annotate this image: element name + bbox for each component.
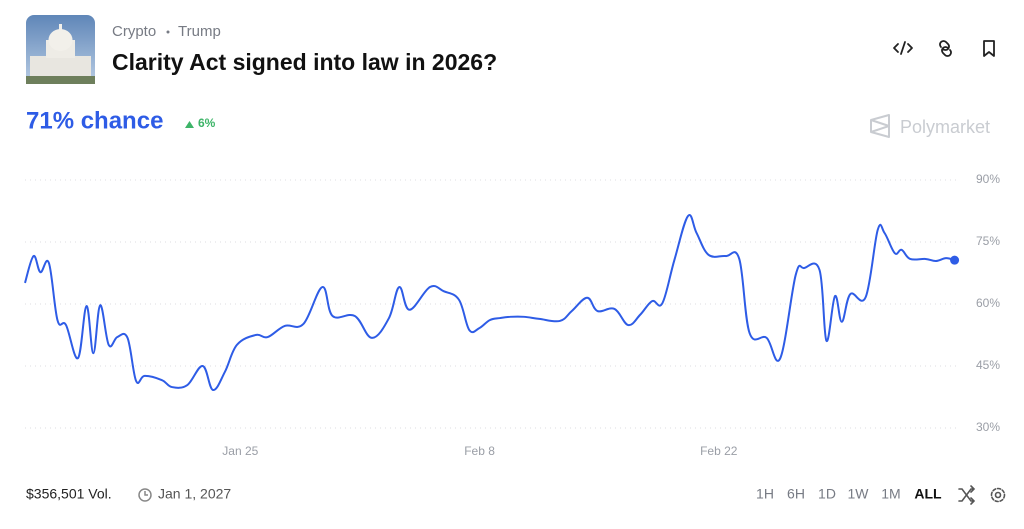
separator	[166, 30, 170, 34]
y-tick-label: 45%	[976, 358, 1000, 372]
timeframes: 1H 6H 1D 1W 1M ALL	[756, 486, 942, 502]
copy-link-button[interactable]	[939, 40, 952, 57]
x-tick-label: Feb 8	[464, 444, 495, 458]
settings-button[interactable]	[990, 487, 1006, 503]
price-line	[24, 213, 955, 391]
timeframe-button[interactable]: ALL	[914, 486, 942, 502]
clock-icon	[138, 488, 152, 502]
x-tick-label: Feb 22	[700, 444, 738, 458]
chance: 71% chance	[26, 107, 163, 134]
y-tick-label: 60%	[976, 296, 1000, 310]
tag: Trump	[178, 23, 221, 40]
brand: Polymarket	[900, 117, 990, 137]
timeframe-button[interactable]: 6H	[787, 486, 805, 502]
timeframe-button[interactable]: 1M	[881, 486, 900, 502]
market-title: Clarity Act signed into law in 2026?	[112, 49, 497, 75]
chart: 30% 45% 60% 75% 90% Jan 25 Feb 8 Feb 22	[24, 172, 1000, 458]
tag: Crypto	[112, 23, 156, 40]
y-tick-label: 30%	[976, 420, 1000, 434]
embed-button[interactable]	[893, 41, 913, 55]
change: 6%	[198, 116, 216, 130]
bookmark-button[interactable]	[983, 40, 995, 57]
market-image	[26, 15, 95, 84]
y-tick-label: 90%	[976, 172, 1000, 186]
shuffle-button[interactable]	[958, 485, 976, 505]
up-arrow	[185, 121, 194, 128]
y-tick-label: 75%	[976, 234, 1000, 248]
end-date: Jan 1, 2027	[158, 486, 231, 502]
brand-logo	[870, 114, 890, 138]
timeframe-button[interactable]: 1D	[818, 486, 836, 502]
x-tick-label: Jan 25	[222, 444, 258, 458]
timeframe-button[interactable]: 1H	[756, 486, 774, 502]
current-point	[950, 255, 960, 265]
timeframe-button[interactable]: 1W	[848, 486, 870, 502]
volume: $356,501 Vol.	[26, 486, 112, 502]
